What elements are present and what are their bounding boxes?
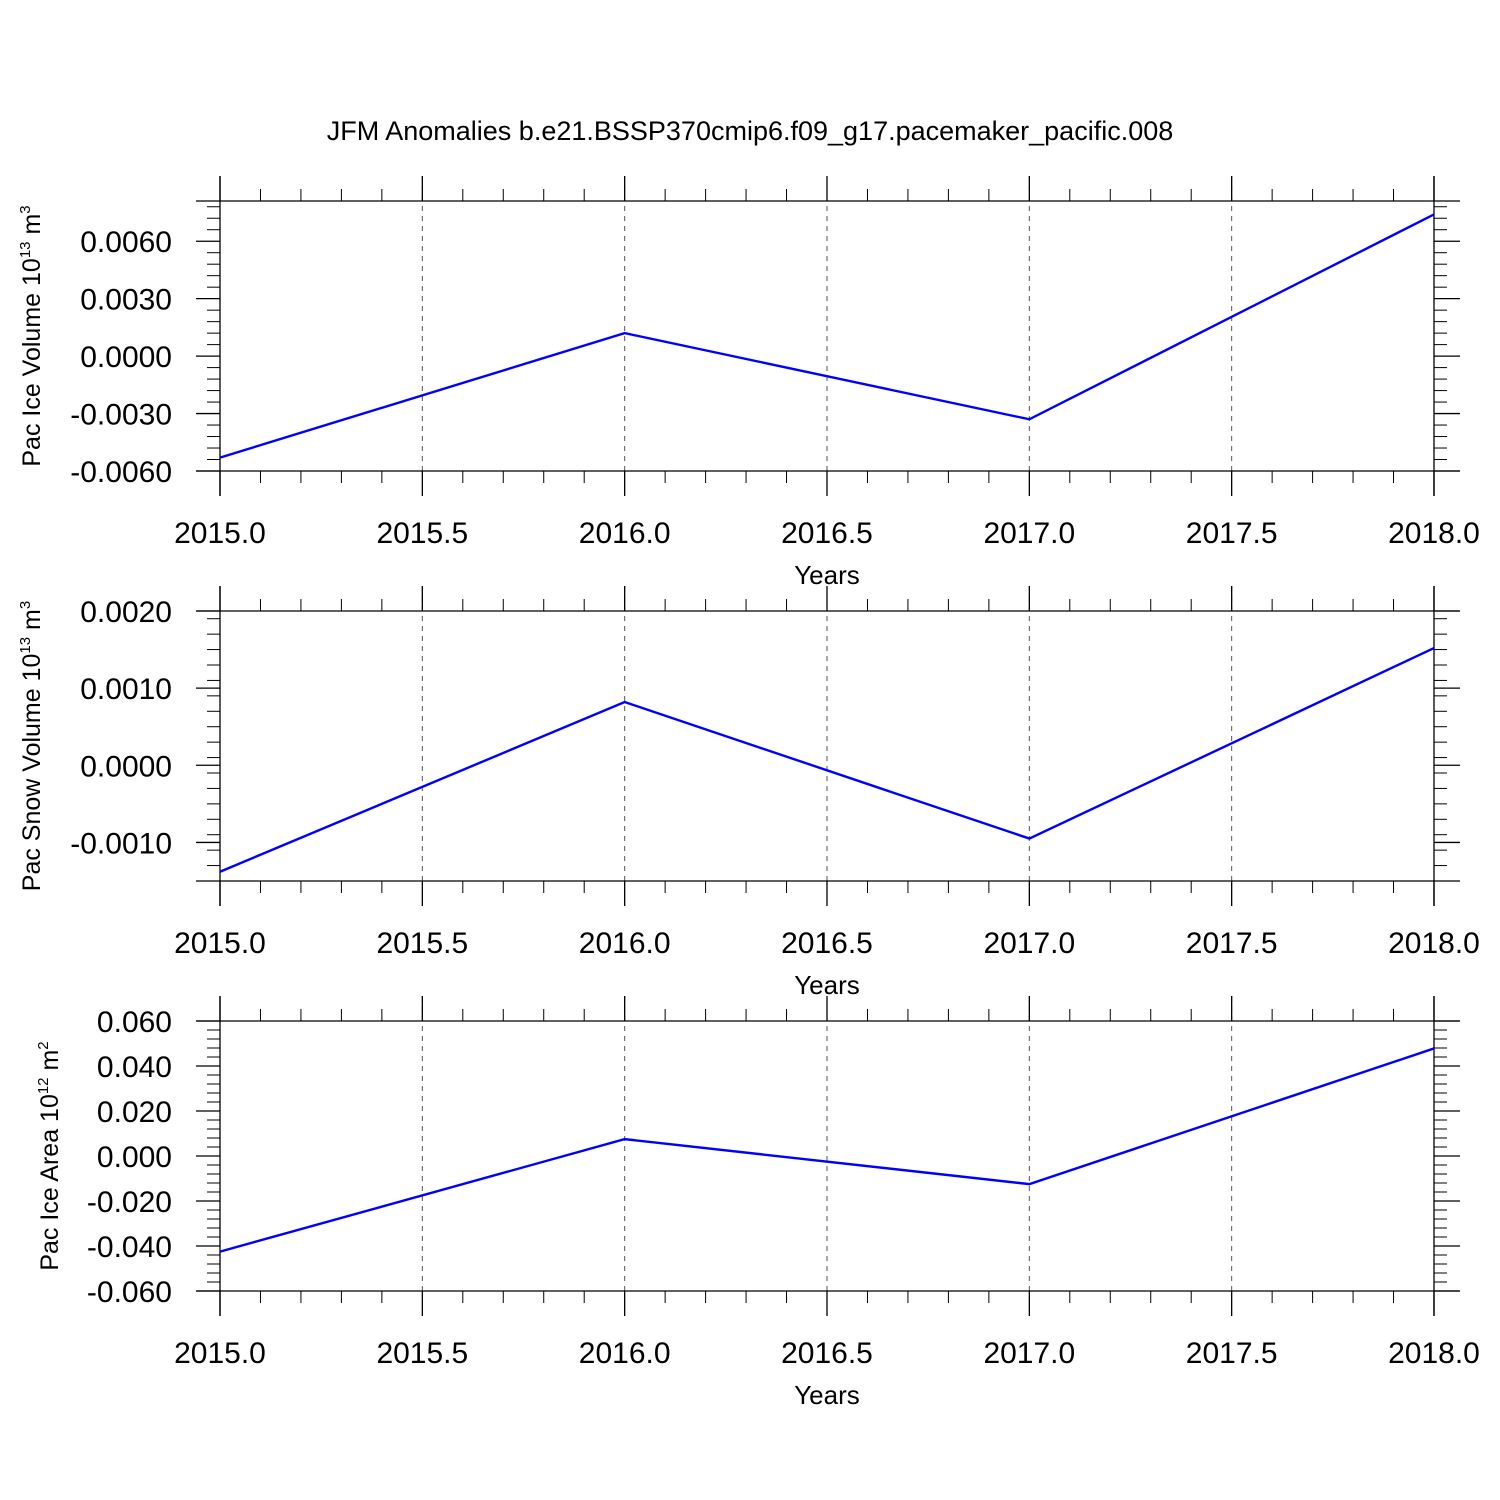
- y-axis-label: Pac Ice Volume 1013 m3: [17, 205, 46, 466]
- y-tick-label: 0.0060: [80, 226, 172, 259]
- x-tick-label: 2015.5: [376, 1337, 468, 1370]
- x-tick-label: 2015.0: [174, 1337, 266, 1370]
- x-axis-label: Years: [794, 1380, 860, 1410]
- y-tick-label: 0.000: [97, 1141, 172, 1174]
- chart-title: JFM Anomalies b.e21.BSSP370cmip6.f09_g17…: [327, 116, 1174, 146]
- x-axis-label: Years: [794, 560, 860, 590]
- x-tick-label: 2016.0: [579, 517, 671, 550]
- x-tick-label: 2017.0: [983, 927, 1075, 960]
- y-tick-label: -0.0010: [70, 827, 172, 860]
- x-tick-label: 2015.5: [376, 517, 468, 550]
- y-tick-label: -0.060: [87, 1276, 172, 1309]
- x-axis-label: Years: [794, 970, 860, 1000]
- y-tick-label: 0.0010: [80, 673, 172, 706]
- y-axis-label: Pac Ice Area 1012 m2: [35, 1041, 64, 1270]
- chart-panel-1: 2015.0 2015.5 2016.0 2016.5 2017.0 2017.5 2018…: [17, 176, 1480, 590]
- series-line: [219, 1047, 1435, 1253]
- x-tick-label: 2016.5: [781, 927, 873, 960]
- chart-panel-2: 2015.0 2015.5 2016.0 2016.5 2017.0 2017.5 2018…: [17, 586, 1480, 1000]
- y-axis-label: Pac Snow Volume 1013 m3: [17, 601, 46, 891]
- x-tick-label: 2017.5: [1186, 1337, 1278, 1370]
- series-line: [219, 213, 1435, 459]
- x-tick-label: 2016.0: [579, 1337, 671, 1370]
- chart-panel-3: 2015.0 2015.5 2016.0 2016.5 2017.0 2017.5 2018…: [35, 996, 1480, 1410]
- series-line: [219, 646, 1435, 873]
- y-tick-label: 0.0000: [80, 341, 172, 374]
- y-tick-label: -0.040: [87, 1231, 172, 1264]
- x-tick-label: 2016.5: [781, 1337, 873, 1370]
- y-tick-label: 0.060: [97, 1006, 172, 1039]
- y-tick-label: 0.0020: [80, 596, 172, 629]
- y-tick-label: -0.0030: [70, 399, 172, 432]
- x-tick-label: 2018.0: [1388, 517, 1480, 550]
- x-tick-label: 2018.0: [1388, 927, 1480, 960]
- x-tick-label: 2017.5: [1186, 517, 1278, 550]
- x-tick-label: 2016.0: [579, 927, 671, 960]
- x-tick-label: 2016.5: [781, 517, 873, 550]
- x-tick-label: 2018.0: [1388, 1337, 1480, 1370]
- y-tick-label: -0.0060: [70, 456, 172, 489]
- x-tick-label: 2015.0: [174, 927, 266, 960]
- y-tick-label: 0.0030: [80, 284, 172, 317]
- x-tick-label: 2015.5: [376, 927, 468, 960]
- chart-panels: 2015.0 2015.5 2016.0 2016.5 2017.0 2017.5 2018…: [17, 176, 1480, 1410]
- y-tick-label: 0.0000: [80, 750, 172, 783]
- y-tick-label: 0.040: [97, 1051, 172, 1084]
- x-tick-label: 2017.0: [983, 1337, 1075, 1370]
- x-tick-label: 2015.0: [174, 517, 266, 550]
- y-tick-label: -0.020: [87, 1186, 172, 1219]
- x-tick-label: 2017.0: [983, 517, 1075, 550]
- x-tick-label: 2017.5: [1186, 927, 1278, 960]
- y-tick-label: 0.020: [97, 1096, 172, 1129]
